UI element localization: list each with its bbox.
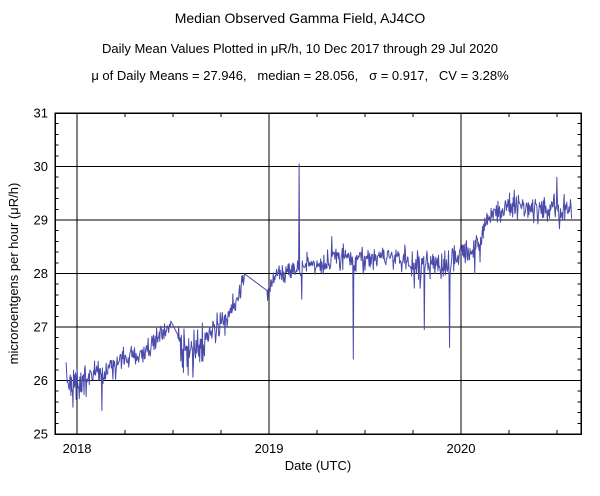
tick-labels: 25 26 27 28 29 30 31 2018 2019 2020 [34, 106, 476, 457]
plot-frame [54, 112, 582, 435]
y-tick-label: 26 [34, 373, 48, 388]
y-tick-label: 30 [34, 159, 48, 174]
y-tick-label: 28 [34, 266, 48, 281]
y-axis-label: microroentgens per hour (μR/h) [6, 183, 21, 365]
x-tick-label: 2018 [63, 441, 92, 456]
chart-subtitle: Daily Mean Values Plotted in μR/h, 10 De… [101, 41, 499, 56]
x-axis-label: Date (UTC) [285, 458, 351, 473]
gridlines [55, 113, 581, 434]
data-series-line [65, 163, 573, 411]
y-tick-label: 31 [34, 106, 48, 121]
x-tick-label: 2019 [255, 441, 284, 456]
y-tick-label: 29 [34, 213, 48, 228]
x-tick-label: 2020 [447, 441, 476, 456]
chart-stats-line: μ of Daily Means = 27.946, median = 28.0… [91, 68, 509, 83]
y-tick-label: 25 [34, 427, 48, 442]
chart-title: Median Observed Gamma Field, AJ4CO [174, 10, 426, 26]
y-tick-label: 27 [34, 320, 48, 335]
